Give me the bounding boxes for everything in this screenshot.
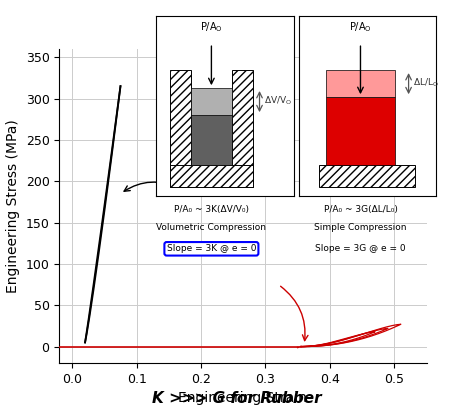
- Bar: [170, 70, 191, 187]
- Bar: [326, 97, 395, 165]
- Bar: [170, 165, 253, 187]
- Y-axis label: Engineering Stress (MPa): Engineering Stress (MPa): [6, 119, 20, 293]
- Text: P/A₀ ~ 3K(ΔV/V₀): P/A₀ ~ 3K(ΔV/V₀): [174, 205, 249, 214]
- Text: K >>> G for Rubber: K >>> G for Rubber: [152, 391, 322, 406]
- Text: Volumetric Compression: Volumetric Compression: [156, 223, 266, 232]
- Text: P/A₀ ~ 3G(ΔL/L₀): P/A₀ ~ 3G(ΔL/L₀): [324, 205, 397, 214]
- Text: $\Delta$V/V$_\mathregular{O}$: $\Delta$V/V$_\mathregular{O}$: [264, 94, 292, 107]
- Text: P/A$_\mathregular{O}$: P/A$_\mathregular{O}$: [349, 20, 372, 34]
- Text: Slope = 3K @ e = 0: Slope = 3K @ e = 0: [167, 244, 256, 253]
- Bar: [191, 115, 232, 165]
- Text: Slope = 3G @ e = 0: Slope = 3G @ e = 0: [315, 244, 406, 253]
- Text: P/A$_\mathregular{O}$: P/A$_\mathregular{O}$: [200, 20, 223, 34]
- Bar: [191, 88, 232, 115]
- X-axis label: Engineering Strain: Engineering Strain: [179, 391, 307, 406]
- Bar: [326, 70, 395, 97]
- Text: Simple Compression: Simple Compression: [314, 223, 407, 232]
- Bar: [319, 165, 415, 187]
- Bar: [232, 70, 253, 187]
- Text: $\Delta$L/L$_\mathregular{O}$: $\Delta$L/L$_\mathregular{O}$: [413, 76, 438, 89]
